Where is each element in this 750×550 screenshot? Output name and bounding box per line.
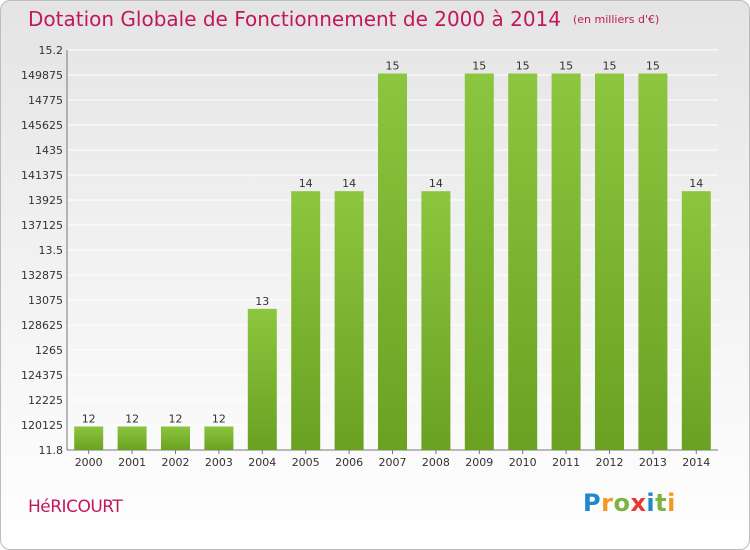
proxiti-logo[interactable]: Proxiti — [583, 489, 676, 517]
y-tick-label: 120125 — [21, 419, 63, 432]
x-tick-label: 2010 — [509, 456, 537, 469]
data-label: 12 — [212, 412, 226, 425]
bar — [117, 426, 147, 450]
data-label: 15 — [472, 60, 486, 73]
bar — [638, 73, 668, 450]
logo-letter: i — [646, 489, 656, 517]
data-label: 12 — [125, 412, 139, 425]
y-tick-label: 15.2 — [39, 44, 64, 57]
logo-letter: x — [630, 489, 647, 517]
data-label: 12 — [82, 412, 96, 425]
bar — [378, 73, 407, 450]
chart-title: Dotation Globale de Fonctionnement de 20… — [28, 7, 659, 31]
x-tick-label: 2011 — [552, 456, 580, 469]
data-label: 14 — [299, 177, 313, 190]
data-label: 15 — [386, 60, 400, 73]
y-tick-label: 137125 — [21, 219, 63, 232]
y-tick-label: 13.5 — [39, 244, 64, 257]
x-tick-label: 2003 — [205, 456, 233, 469]
y-tick-label: 12225 — [28, 394, 63, 407]
x-tick-label: 2000 — [75, 456, 103, 469]
x-tick-label: 2012 — [596, 456, 624, 469]
data-label: 15 — [603, 60, 617, 73]
data-label: 15 — [516, 60, 530, 73]
y-tick-label: 1265 — [35, 344, 63, 357]
x-tick-label: 2006 — [335, 456, 363, 469]
data-label: 14 — [429, 177, 443, 190]
town-name: HéRICOURT — [28, 497, 123, 517]
y-tick-label: 11.8 — [39, 444, 64, 457]
x-tick-label: 2001 — [118, 456, 146, 469]
bar — [681, 191, 711, 451]
bar — [421, 191, 451, 451]
bar — [464, 73, 494, 450]
y-tick-label: 145625 — [21, 119, 63, 132]
x-tick-label: 2007 — [379, 456, 407, 469]
y-tick-label: 1435 — [35, 144, 63, 157]
data-label: 15 — [646, 60, 660, 73]
logo-letter: o — [613, 489, 631, 517]
data-label: 13 — [255, 295, 269, 308]
y-tick-label: 14775 — [28, 94, 63, 107]
y-tick-label: 13075 — [28, 294, 63, 307]
bar — [247, 308, 277, 450]
x-tick-label: 2013 — [639, 456, 667, 469]
unit-label: (en milliers d'€) — [573, 13, 660, 26]
y-tick-label: 13925 — [28, 194, 63, 207]
bar — [291, 191, 321, 451]
logo-letter: r — [601, 489, 614, 517]
data-label: 12 — [169, 412, 183, 425]
bar — [74, 426, 104, 450]
y-tick-label: 149875 — [21, 69, 63, 82]
bar — [334, 191, 364, 451]
bar — [204, 426, 234, 450]
logo-letter: P — [583, 489, 602, 517]
data-label: 14 — [689, 177, 703, 190]
data-label: 15 — [559, 60, 573, 73]
logo-letter: t — [655, 489, 668, 517]
title-text: Dotation Globale de Fonctionnement de 20… — [28, 7, 561, 31]
x-tick-label: 2004 — [248, 456, 276, 469]
bar — [551, 73, 581, 450]
x-tick-label: 2005 — [292, 456, 320, 469]
logo-letter: i — [667, 489, 676, 517]
x-tick-label: 2008 — [422, 456, 450, 469]
x-tick-label: 2009 — [465, 456, 493, 469]
y-tick-label: 128625 — [21, 319, 63, 332]
x-tick-label: 2014 — [682, 456, 710, 469]
y-tick-label: 132875 — [21, 269, 63, 282]
x-tick-label: 2002 — [162, 456, 190, 469]
bar — [508, 73, 538, 450]
data-label: 14 — [342, 177, 356, 190]
bar — [161, 426, 190, 450]
y-tick-label: 124375 — [21, 369, 63, 382]
y-tick-label: 141375 — [21, 169, 63, 182]
bar — [595, 73, 624, 450]
